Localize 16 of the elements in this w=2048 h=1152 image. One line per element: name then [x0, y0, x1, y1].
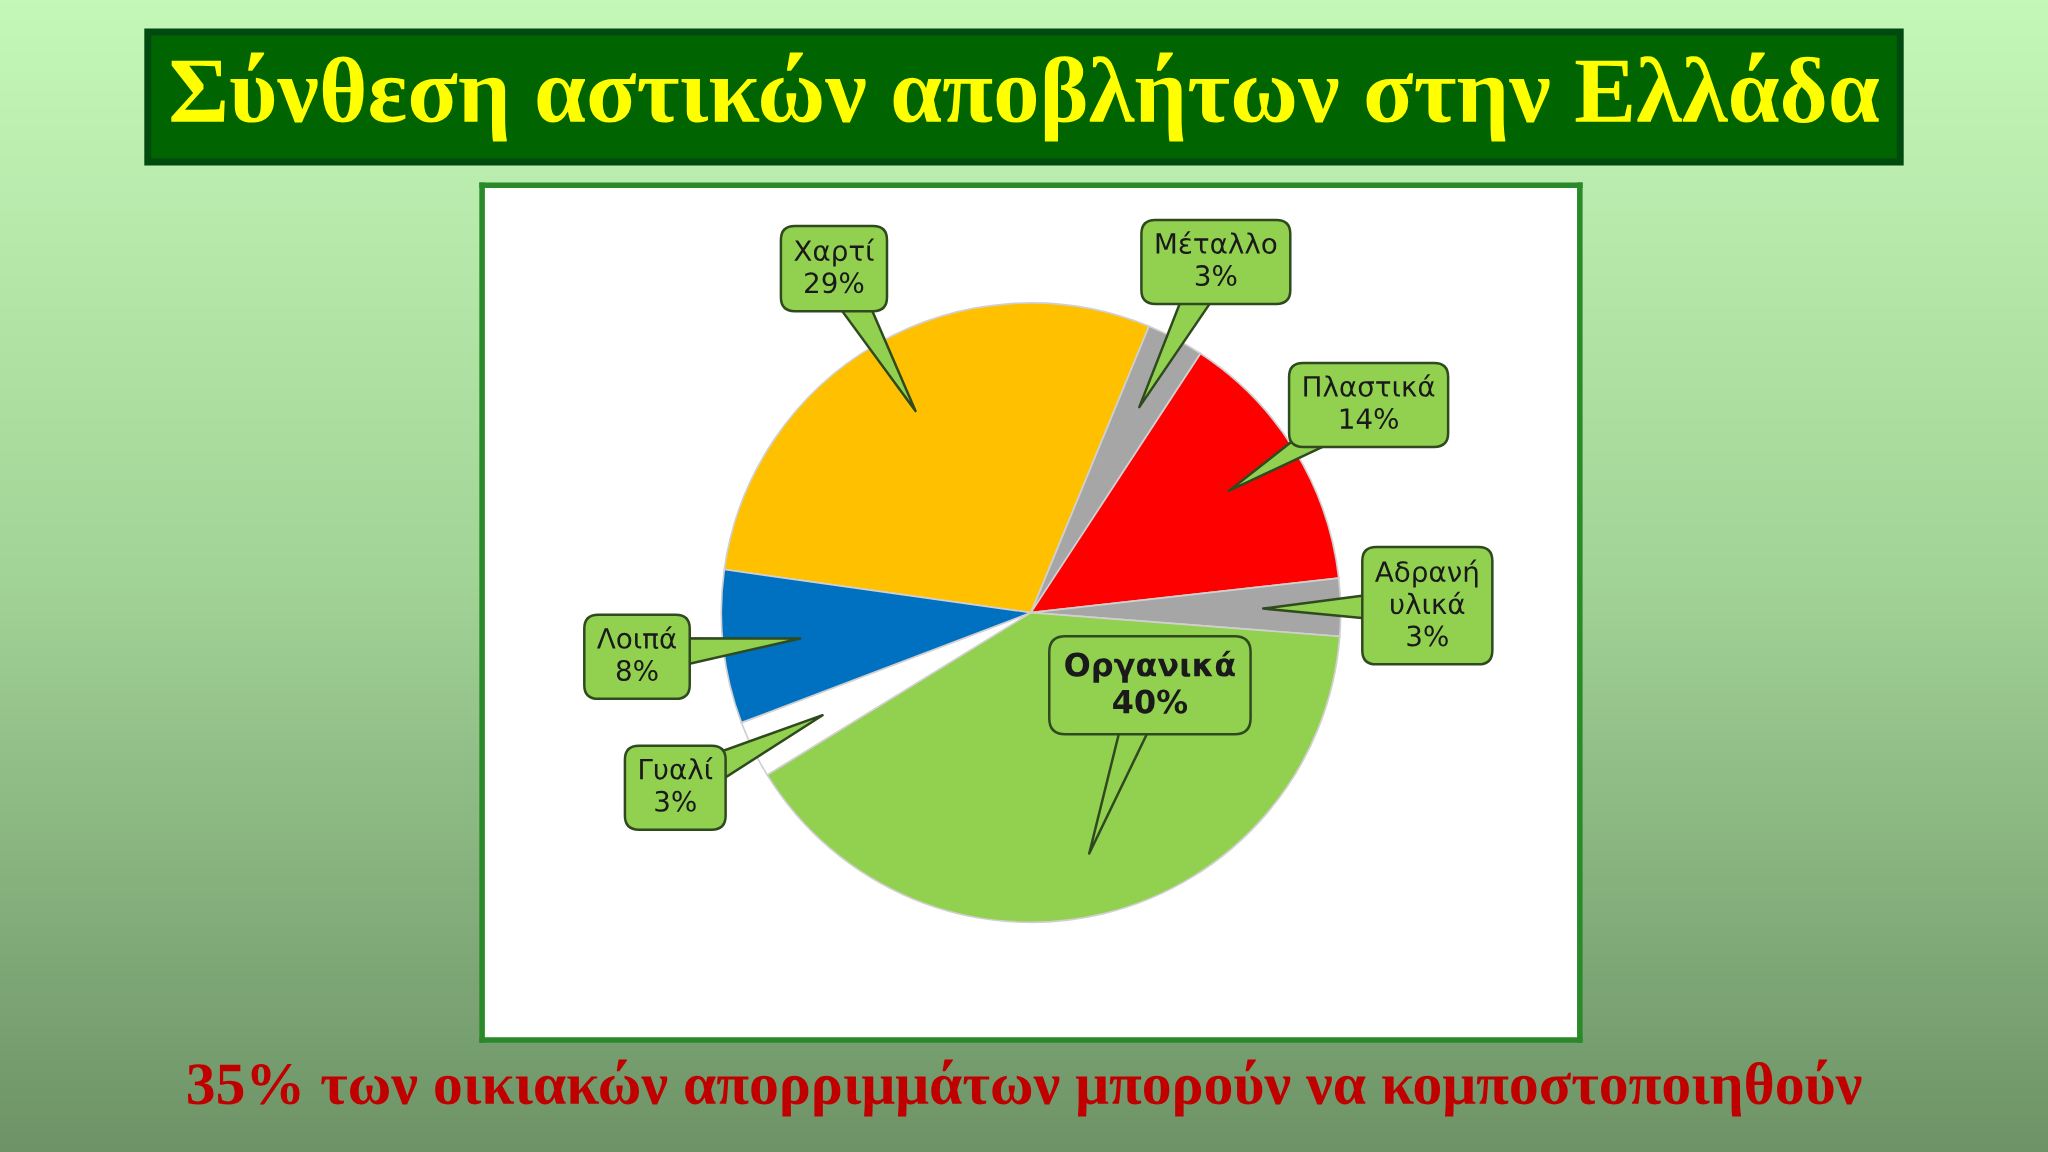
slice-label: Πλαστικά	[1304, 374, 1435, 397]
slice-label: Γυαλί	[640, 757, 713, 780]
slice-label: Αδρανή υλικά	[1375, 559, 1478, 615]
data-label: 3%	[655, 790, 696, 812]
text: 35% των οικιακών απορριμμάτων μπορούν να κομποστοποιηθούν	[187, 1059, 1862, 1117]
data-label: 40%	[1113, 689, 1188, 714]
data-label: 8%	[616, 659, 658, 681]
data-label: 3%	[1195, 265, 1237, 287]
slice-label: Μέταλλο	[1156, 231, 1277, 254]
data-label: 14%	[1340, 408, 1398, 430]
slice-label: Χαρτί	[794, 238, 875, 267]
chart-title: Σύνθεση αστικών αποβλήτων στην Ελλάδα	[171, 52, 1879, 142]
slice-label: Οργανικά	[1065, 650, 1235, 683]
data-label: 3%	[1407, 625, 1448, 647]
slice-label: Λοιπά	[597, 626, 676, 649]
data-label: 29%	[805, 272, 864, 294]
